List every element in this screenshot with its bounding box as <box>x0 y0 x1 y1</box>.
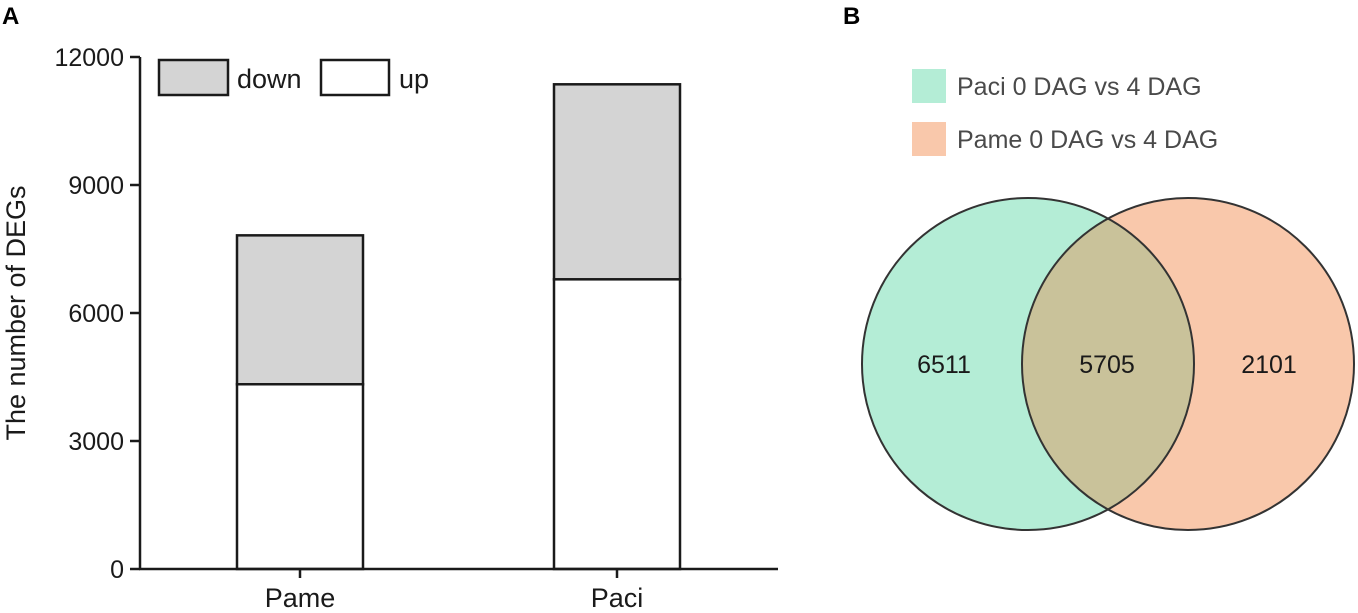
venn-outline-paci <box>861 197 1195 531</box>
y-tick-group: 0 3000 6000 9000 12000 <box>54 44 140 584</box>
y-tick-label-0: 0 <box>110 556 124 584</box>
legend-label-down: down <box>237 64 302 94</box>
legend-swatch-pame <box>912 122 946 156</box>
panel-b-label: B <box>843 3 860 30</box>
bar-chart: 0 3000 6000 9000 12000 Pame Paci The number o… <box>1 44 778 613</box>
venn-outline-pame <box>1021 197 1355 531</box>
venn-diagram: Paci 0 DAG vs 4 DAG Pame 0 DAG vs 4 DAG … <box>861 69 1355 531</box>
x-tick-group: Pame Paci <box>265 569 644 613</box>
venn-legend: Paci 0 DAG vs 4 DAG Pame 0 DAG vs 4 DAG <box>912 69 1218 156</box>
legend-swatch-up <box>319 58 391 97</box>
bar-paci-down <box>552 83 682 281</box>
y-tick-label-3000: 3000 <box>68 428 124 456</box>
legend-label-paci: Paci 0 DAG vs 4 DAG <box>957 73 1202 101</box>
legend-swatch-down <box>157 58 230 97</box>
bar-pame-up <box>235 383 365 571</box>
bar-group <box>235 83 682 571</box>
y-tick-label-9000: 9000 <box>68 172 124 200</box>
y-tick-label-12000: 12000 <box>54 44 124 72</box>
legend-label-up: up <box>399 64 429 94</box>
venn-count-intersection: 5705 <box>1079 351 1135 379</box>
venn-overlap <box>1022 198 1194 530</box>
bar-paci-up <box>552 278 682 571</box>
x-tick-label-paci: Paci <box>591 583 644 613</box>
y-axis-title: The number of DEGs <box>1 185 31 440</box>
panel-a-label: A <box>2 3 19 30</box>
venn-count-paci-only: 6511 <box>917 351 971 379</box>
legend-swatch-paci <box>912 69 946 103</box>
y-tick-label-6000: 6000 <box>68 300 124 328</box>
bar-legend: down up <box>157 58 429 97</box>
x-tick-label-pame: Pame <box>265 583 336 613</box>
legend-label-pame: Pame 0 DAG vs 4 DAG <box>957 126 1218 154</box>
venn-count-pame-only: 2101 <box>1241 351 1297 379</box>
bar-pame-down <box>235 234 365 386</box>
